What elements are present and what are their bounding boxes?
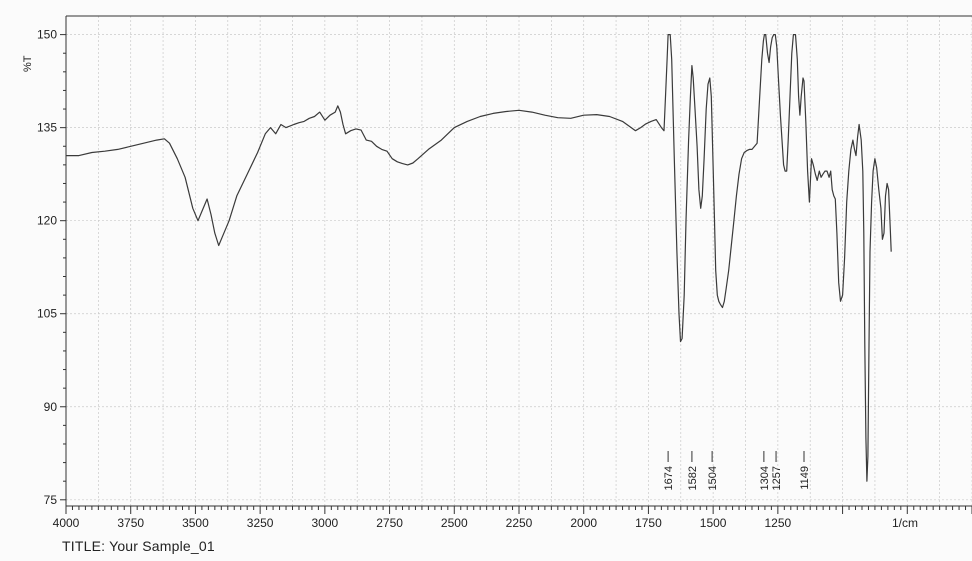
x-tick-label: 3000 [312,516,339,530]
peak-label: 1674 [663,466,675,490]
y-tick-label: 105 [37,307,57,321]
peak-label: 1504 [707,466,719,490]
x-tick-label: 1750 [635,516,662,530]
y-tick-label: 120 [37,214,57,228]
x-tick-label: 3500 [182,516,209,530]
x-tick-label: 1250 [765,516,792,530]
ticks-layer: 75 90 105 120 135 150 4000 3750 3500 3250 3000 2750… [37,28,972,530]
peak-label: 1304 [759,466,771,490]
title-prefix: TITLE: [62,538,106,554]
peak-label: 1149 [799,466,811,490]
title-value: Your Sample_01 [109,538,215,554]
y-tick-label: 75 [44,493,58,507]
sample-title: TITLE: Your Sample_01 [62,538,215,554]
peak-label: 1582 [687,466,699,490]
peak-label: 1257 [771,466,783,490]
grid-layer [65,16,972,506]
x-tick-label: 2250 [506,516,533,530]
x-tick-label: 4000 [53,516,80,530]
x-tick-label: 3250 [247,516,274,530]
x-tick-label: 2500 [441,516,468,530]
y-tick-label: 150 [37,28,57,42]
y-axis-label: %T [22,55,34,73]
x-tick-label: 2000 [570,516,597,530]
spectrum-line [66,34,892,482]
x-axis-label: 1/cm [892,516,918,530]
peak-labels-layer: 1674 1582 1504 1304 1257 1149 [663,451,811,490]
x-tick-label: 1500 [700,516,727,530]
x-tick-label: 2750 [376,516,403,530]
y-tick-label: 90 [44,400,58,414]
x-tick-label: 3750 [117,516,144,530]
y-tick-label: 135 [37,121,57,135]
series-layer [66,34,892,482]
